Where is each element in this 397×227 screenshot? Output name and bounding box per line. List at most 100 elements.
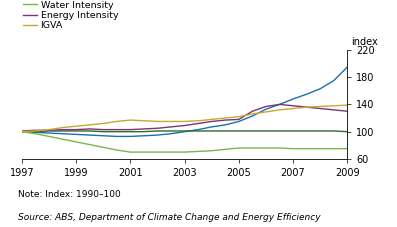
Water Intensity: [128, 151, 133, 153]
GHG Intensity: [196, 130, 200, 132]
Employed: [345, 66, 350, 68]
Energy Intensity: [304, 106, 309, 109]
Employed: [19, 130, 24, 133]
GHG Intensity: [19, 130, 24, 133]
IGVA: [46, 128, 51, 131]
GHG Intensity: [345, 130, 350, 133]
Water Intensity: [318, 147, 323, 150]
Water Intensity: [60, 138, 65, 141]
GHG Intensity: [33, 130, 38, 133]
GHG Intensity: [182, 130, 187, 132]
GHG Intensity: [277, 130, 282, 132]
GHG Intensity: [74, 130, 79, 132]
IGVA: [128, 119, 133, 121]
Energy Intensity: [60, 128, 65, 131]
GHG Intensity: [250, 130, 255, 132]
Energy Intensity: [237, 118, 241, 121]
Employed: [33, 131, 38, 134]
Employed: [237, 120, 241, 123]
GHG Intensity: [318, 130, 323, 132]
Water Intensity: [74, 141, 79, 143]
IGVA: [318, 105, 323, 108]
GHG Intensity: [87, 130, 92, 132]
IGVA: [277, 109, 282, 111]
IGVA: [291, 107, 295, 110]
Legend: Employed, GHG Intensity, Water Intensity, Energy Intensity, IGVA: Employed, GHG Intensity, Water Intensity…: [23, 0, 118, 30]
Energy Intensity: [182, 124, 187, 127]
Energy Intensity: [87, 128, 92, 130]
IGVA: [60, 126, 65, 129]
GHG Intensity: [60, 130, 65, 132]
Water Intensity: [196, 150, 200, 153]
Water Intensity: [250, 147, 255, 149]
Line: Energy Intensity: Energy Intensity: [22, 104, 347, 131]
Employed: [318, 87, 323, 90]
GHG Intensity: [209, 130, 214, 132]
Energy Intensity: [141, 128, 146, 130]
GHG Intensity: [101, 130, 106, 133]
Energy Intensity: [196, 122, 200, 125]
GHG Intensity: [304, 130, 309, 132]
Energy Intensity: [277, 103, 282, 106]
Line: GHG Intensity: GHG Intensity: [22, 131, 347, 132]
Water Intensity: [304, 147, 309, 150]
Energy Intensity: [209, 120, 214, 123]
Employed: [141, 134, 146, 137]
GHG Intensity: [291, 130, 295, 132]
Employed: [101, 134, 106, 137]
Water Intensity: [291, 147, 295, 150]
IGVA: [74, 125, 79, 128]
Water Intensity: [237, 147, 241, 149]
Energy Intensity: [74, 128, 79, 131]
Water Intensity: [19, 130, 24, 133]
Water Intensity: [182, 151, 187, 153]
Text: index: index: [351, 37, 378, 47]
IGVA: [345, 104, 350, 106]
Text: Note: Index: 1990–100: Note: Index: 1990–100: [18, 190, 121, 200]
Water Intensity: [209, 149, 214, 152]
Line: Employed: Employed: [22, 67, 347, 136]
GHG Intensity: [264, 130, 268, 132]
Energy Intensity: [155, 127, 160, 130]
IGVA: [114, 120, 119, 123]
IGVA: [33, 130, 38, 132]
IGVA: [182, 120, 187, 123]
GHG Intensity: [331, 130, 336, 132]
Employed: [223, 123, 228, 126]
Line: IGVA: IGVA: [22, 105, 347, 132]
Water Intensity: [169, 151, 173, 153]
GHG Intensity: [237, 130, 241, 132]
Employed: [304, 93, 309, 96]
Employed: [60, 132, 65, 135]
Water Intensity: [46, 135, 51, 138]
Energy Intensity: [128, 128, 133, 131]
GHG Intensity: [155, 130, 160, 132]
Employed: [128, 135, 133, 138]
Employed: [209, 126, 214, 128]
Employed: [291, 98, 295, 100]
IGVA: [19, 130, 24, 133]
Water Intensity: [277, 147, 282, 149]
IGVA: [304, 106, 309, 109]
Water Intensity: [141, 151, 146, 153]
Employed: [155, 134, 160, 136]
IGVA: [237, 115, 241, 118]
IGVA: [331, 104, 336, 107]
GHG Intensity: [223, 130, 228, 132]
Employed: [114, 135, 119, 138]
IGVA: [209, 118, 214, 121]
Water Intensity: [264, 147, 268, 149]
Employed: [46, 132, 51, 134]
GHG Intensity: [169, 130, 173, 132]
Energy Intensity: [264, 105, 268, 108]
Line: Water Intensity: Water Intensity: [22, 132, 347, 152]
Energy Intensity: [101, 128, 106, 131]
Water Intensity: [101, 146, 106, 149]
GHG Intensity: [128, 130, 133, 133]
Water Intensity: [331, 147, 336, 150]
IGVA: [155, 120, 160, 123]
Energy Intensity: [291, 104, 295, 107]
Energy Intensity: [169, 126, 173, 128]
IGVA: [264, 111, 268, 113]
Employed: [264, 108, 268, 111]
